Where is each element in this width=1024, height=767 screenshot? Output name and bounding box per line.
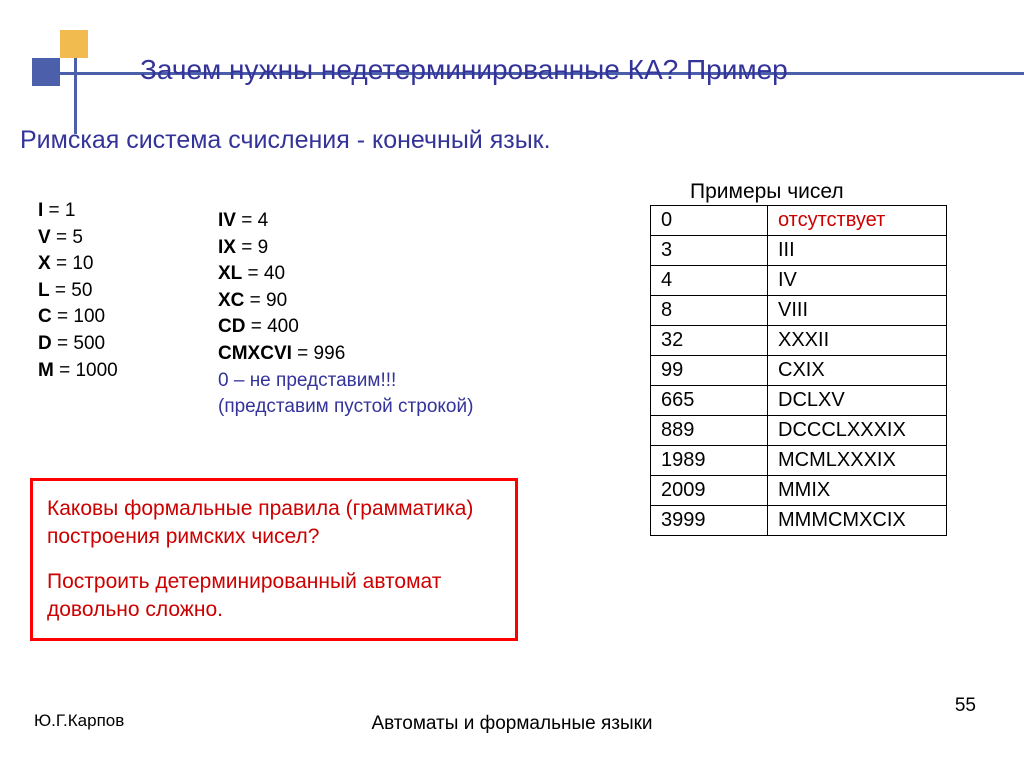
symbol: X xyxy=(38,253,51,274)
symbol-value: = 4 xyxy=(236,210,268,231)
symbol-row: D = 500 xyxy=(38,331,118,358)
roman-cell: DCCCLXXXIX xyxy=(768,416,947,446)
symbol-row: XL = 40 xyxy=(218,261,473,288)
table-row: 8VIII xyxy=(651,296,947,326)
number-cell: 1989 xyxy=(651,446,768,476)
symbol: IV xyxy=(218,210,236,231)
table-row: 3999MMMCMXCIX xyxy=(651,506,947,536)
symbol-row: V = 5 xyxy=(38,225,118,252)
symbol: IX xyxy=(218,237,236,258)
symbol-value: = 400 xyxy=(245,316,298,337)
table-row: 32XXXII xyxy=(651,326,947,356)
table-row: 0отсутствует xyxy=(651,206,947,236)
number-cell: 665 xyxy=(651,386,768,416)
roman-cell: XXXII xyxy=(768,326,947,356)
symbol: CMXCVI xyxy=(218,343,292,364)
symbol-value: = 9 xyxy=(236,237,268,258)
symbol: V xyxy=(38,227,51,248)
examples-table: 0отсутствует3III4IV8VIII32XXXII99CXIX665… xyxy=(650,205,947,536)
number-cell: 3 xyxy=(651,236,768,266)
symbol: C xyxy=(38,306,52,327)
table-row: 3III xyxy=(651,236,947,266)
footer-title: Автоматы и формальные языки xyxy=(0,713,1024,735)
number-cell: 3999 xyxy=(651,506,768,536)
symbol-row: XC = 90 xyxy=(218,288,473,315)
symbol-row: IX = 9 xyxy=(218,235,473,262)
question-text-2: Построить детерминированный автомат дово… xyxy=(47,568,501,625)
roman-symbols-basic: I = 1V = 5X = 10L = 50C = 100D = 500M = … xyxy=(38,198,118,384)
number-cell: 2009 xyxy=(651,476,768,506)
symbol: CD xyxy=(218,316,245,337)
roman-cell: MMMCMXCIX xyxy=(768,506,947,536)
symbol-row: CD = 400 xyxy=(218,314,473,341)
symbol-value: = 40 xyxy=(242,263,285,284)
symbol-row: CMXCVI = 996 xyxy=(218,341,473,368)
roman-cell: DCLXV xyxy=(768,386,947,416)
symbol-value: = 5 xyxy=(51,227,83,248)
symbol-value: = 500 xyxy=(52,333,105,354)
slide-title: Зачем нужны недетерминированные КА? Прим… xyxy=(140,54,788,86)
symbol: XL xyxy=(218,263,242,284)
symbol: L xyxy=(38,280,50,301)
number-cell: 8 xyxy=(651,296,768,326)
question-text-1: Каковы формальные правила (грамматика) п… xyxy=(47,495,501,552)
roman-cell: CXIX xyxy=(768,356,947,386)
question-box: Каковы формальные правила (грамматика) п… xyxy=(30,478,518,641)
number-cell: 4 xyxy=(651,266,768,296)
table-row: 4IV xyxy=(651,266,947,296)
symbol-row: X = 10 xyxy=(38,251,118,278)
symbol-row: M = 1000 xyxy=(38,358,118,385)
symbol: M xyxy=(38,360,54,381)
slide-decoration xyxy=(32,30,102,100)
symbol-row: I = 1 xyxy=(38,198,118,225)
symbol: XC xyxy=(218,290,244,311)
symbol-value: = 996 xyxy=(292,343,345,364)
symbol-row: C = 100 xyxy=(38,304,118,331)
symbol-row: L = 50 xyxy=(38,278,118,305)
symbol-value: = 100 xyxy=(52,306,105,327)
table-row: 1989MCMLXXXIX xyxy=(651,446,947,476)
table-row: 889DCCCLXXXIX xyxy=(651,416,947,446)
number-cell: 889 xyxy=(651,416,768,446)
table-row: 99CXIX xyxy=(651,356,947,386)
symbol-value: = 1000 xyxy=(54,360,118,381)
number-cell: 0 xyxy=(651,206,768,236)
roman-cell: VIII xyxy=(768,296,947,326)
symbol-value: = 90 xyxy=(244,290,287,311)
symbol-row: IV = 4 xyxy=(218,208,473,235)
roman-cell: MCMLXXXIX xyxy=(768,446,947,476)
zero-note-1: 0 – не представим!!! xyxy=(218,368,473,395)
symbol-value: = 10 xyxy=(51,253,94,274)
table-caption: Примеры чисел xyxy=(690,180,844,204)
table-row: 2009MMIX xyxy=(651,476,947,506)
number-cell: 32 xyxy=(651,326,768,356)
table-row: 665DCLXV xyxy=(651,386,947,416)
roman-cell: отсутствует xyxy=(768,206,947,236)
symbol: D xyxy=(38,333,52,354)
slide-subtitle: Римская система счисления - конечный язы… xyxy=(20,126,551,155)
roman-symbols-combined: IV = 4IX = 9XL = 40XC = 90CD = 400CMXCVI… xyxy=(218,208,473,421)
footer-page-number: 55 xyxy=(955,695,976,717)
symbol-value: = 50 xyxy=(50,280,93,301)
zero-note-2: (представим пустой строкой) xyxy=(218,394,473,421)
number-cell: 99 xyxy=(651,356,768,386)
roman-cell: IV xyxy=(768,266,947,296)
symbol-value: = 1 xyxy=(43,200,75,221)
roman-cell: III xyxy=(768,236,947,266)
roman-cell: MMIX xyxy=(768,476,947,506)
